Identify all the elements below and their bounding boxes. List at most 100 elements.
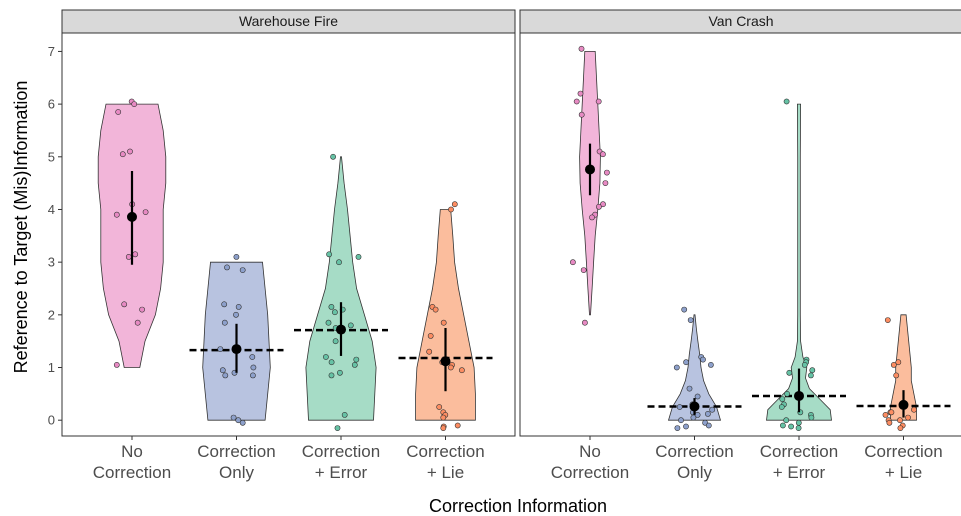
data-point	[235, 417, 242, 424]
data-point	[458, 367, 465, 374]
data-point	[221, 301, 228, 308]
data-point	[222, 372, 229, 379]
data-point	[353, 356, 360, 363]
x-tick-label: + Error	[315, 463, 368, 482]
mean-point	[794, 390, 804, 401]
y-tick-label: 1	[48, 360, 55, 375]
violin	[667, 314, 722, 421]
data-point	[596, 203, 602, 210]
data-point	[673, 364, 680, 371]
data-point	[351, 361, 358, 368]
data-point	[604, 169, 610, 176]
data-point	[125, 253, 132, 260]
data-point	[893, 372, 900, 379]
data-point	[331, 309, 338, 316]
data-point	[886, 419, 893, 426]
data-point	[336, 259, 342, 266]
data-point	[570, 259, 576, 266]
mean-point	[231, 344, 242, 355]
data-point	[808, 414, 815, 421]
data-point	[595, 98, 602, 105]
x-tick-label: Correction	[197, 442, 275, 461]
data-point	[690, 414, 697, 421]
data-point	[328, 303, 335, 310]
violin	[415, 209, 476, 421]
mean-point	[127, 211, 137, 222]
data-point	[325, 319, 332, 326]
y-tick-label: 7	[48, 44, 55, 59]
violin	[890, 314, 917, 421]
data-point	[809, 367, 816, 374]
data-point	[224, 264, 230, 271]
y-tick-label: 5	[48, 149, 55, 164]
data-point	[600, 151, 606, 158]
data-point	[115, 109, 122, 115]
data-point	[432, 306, 439, 313]
x-axis: No Correction Correction Only Correction + Er…	[93, 436, 943, 482]
data-point	[334, 425, 341, 431]
data-point	[217, 346, 224, 352]
x-tick-label: Only	[219, 463, 254, 482]
data-point	[139, 306, 145, 313]
data-point	[322, 354, 329, 360]
data-point	[113, 361, 120, 368]
data-point	[250, 364, 257, 371]
data-point	[694, 393, 701, 400]
data-point	[687, 317, 694, 323]
x-tick-label: Correction	[406, 442, 484, 461]
data-point	[778, 404, 785, 410]
data-point	[440, 414, 447, 421]
data-point	[230, 414, 237, 421]
mean-point	[336, 324, 346, 335]
data-point	[674, 425, 681, 431]
data-point	[219, 367, 226, 374]
data-point	[440, 319, 447, 326]
x-tick-label: + Lie	[427, 463, 464, 482]
mean-point	[898, 399, 909, 410]
data-point	[454, 422, 461, 429]
data-point	[233, 253, 240, 260]
x-tick-label: Correction	[551, 463, 629, 482]
data-point	[578, 45, 585, 52]
data-point	[440, 425, 447, 431]
x-tick-label: Correction	[760, 442, 838, 461]
data-point	[683, 423, 689, 430]
x-tick-label: Correction	[864, 442, 942, 461]
y-tick-label: 0	[48, 413, 55, 428]
data-point	[795, 419, 802, 426]
data-point	[131, 101, 138, 107]
data-point	[355, 253, 362, 260]
data-point	[895, 359, 902, 366]
data-point	[888, 409, 895, 416]
data-point	[573, 98, 580, 105]
data-point	[332, 338, 339, 345]
facet-panel	[61, 32, 516, 437]
data-point	[681, 306, 688, 313]
data-point	[328, 359, 335, 366]
data-point	[235, 303, 242, 310]
facet-panels	[61, 32, 961, 437]
data-point	[113, 211, 120, 218]
data-point	[676, 404, 683, 410]
data-point	[580, 267, 587, 273]
data-point	[602, 180, 609, 186]
x-axis-title: Correction Information	[429, 496, 607, 516]
data-point	[884, 317, 891, 323]
data-point	[882, 411, 889, 418]
mean-point	[689, 401, 700, 412]
violin	[305, 156, 377, 421]
data-point	[134, 319, 141, 326]
data-point	[132, 251, 139, 258]
data-point	[239, 419, 246, 426]
data-point	[783, 417, 790, 424]
x-tick-label: No	[121, 442, 143, 461]
violin	[766, 103, 832, 421]
data-point	[582, 319, 588, 326]
data-point	[341, 411, 348, 418]
facet-strips: Warehouse Fire Van Crash	[61, 9, 961, 34]
data-point	[326, 251, 332, 258]
data-point	[336, 369, 343, 376]
data-point	[780, 422, 786, 429]
data-point	[708, 361, 714, 368]
